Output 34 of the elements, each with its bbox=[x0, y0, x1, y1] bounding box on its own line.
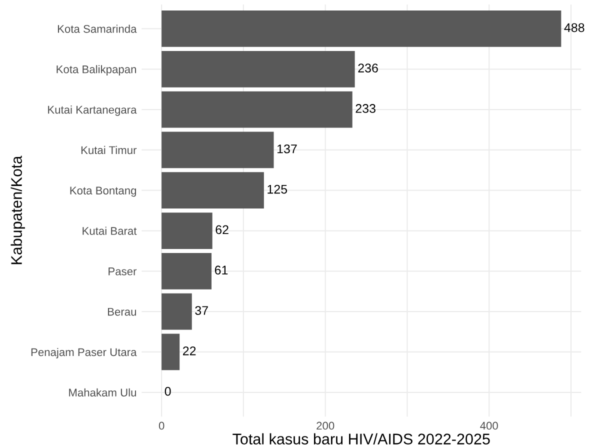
data-label: 22 bbox=[183, 346, 196, 356]
x-tick-label: 0 bbox=[158, 422, 164, 430]
bar bbox=[162, 50, 355, 88]
y-tick-label: Kota Balikpapan bbox=[56, 65, 136, 76]
y-tick-label: Kutai Barat bbox=[82, 226, 137, 235]
y-tick-label: Kota Bontang bbox=[70, 186, 136, 197]
bar bbox=[162, 293, 192, 330]
bar bbox=[162, 334, 180, 370]
data-label: 125 bbox=[268, 184, 288, 194]
x-axis-title: Total kasus baru HIV/AIDS 2022-2025 bbox=[232, 433, 490, 444]
data-label: 233 bbox=[356, 104, 376, 113]
data-label: 62 bbox=[216, 225, 228, 234]
data-label: 488 bbox=[564, 23, 584, 32]
data-label: 236 bbox=[358, 64, 378, 72]
data-label: 37 bbox=[195, 306, 208, 315]
bar bbox=[162, 172, 264, 209]
y-tick-label: Kutai Kartanegara bbox=[48, 106, 137, 116]
y-tick-label: Mahakam Ulu bbox=[69, 388, 136, 397]
bar bbox=[162, 10, 562, 47]
y-tick-label: Berau bbox=[108, 308, 136, 316]
bar bbox=[162, 212, 212, 249]
data-label: 0 bbox=[164, 386, 171, 396]
bar bbox=[162, 252, 212, 290]
y-tick-label: Paser bbox=[108, 268, 137, 276]
data-label: 137 bbox=[277, 144, 297, 154]
y-tick-label: Kota Samarinda bbox=[58, 24, 137, 33]
bar bbox=[162, 132, 274, 168]
bar bbox=[162, 91, 352, 128]
data-label: 61 bbox=[214, 266, 228, 275]
x-tick-label: 200 bbox=[316, 422, 334, 430]
x-tick-label: 400 bbox=[480, 422, 498, 430]
y-tick-label: Kutai Timur bbox=[81, 146, 137, 154]
y-tick-label: Penajam Paser Utara bbox=[31, 348, 137, 358]
y-axis-title: Kabupaten/Kota bbox=[10, 156, 25, 264]
